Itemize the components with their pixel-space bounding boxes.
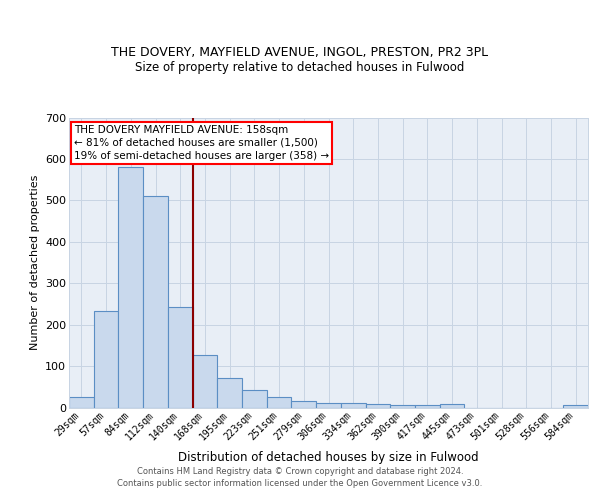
Bar <box>118 167 143 408</box>
Bar <box>143 196 168 408</box>
Bar <box>316 404 341 407</box>
Text: THE DOVERY MAYFIELD AVENUE: 158sqm
← 81% of detached houses are smaller (1,500)
: THE DOVERY MAYFIELD AVENUE: 158sqm ← 81%… <box>74 125 329 161</box>
Text: Size of property relative to detached houses in Fulwood: Size of property relative to detached ho… <box>136 61 464 74</box>
Bar <box>242 390 267 407</box>
Bar <box>267 397 292 407</box>
Bar <box>365 404 390 407</box>
Bar <box>217 378 242 408</box>
Text: THE DOVERY, MAYFIELD AVENUE, INGOL, PRESTON, PR2 3PL: THE DOVERY, MAYFIELD AVENUE, INGOL, PRES… <box>112 46 488 59</box>
Y-axis label: Number of detached properties: Number of detached properties <box>29 175 40 350</box>
X-axis label: Distribution of detached houses by size in Fulwood: Distribution of detached houses by size … <box>178 450 479 464</box>
Bar <box>415 406 440 407</box>
Bar <box>292 401 316 407</box>
Bar <box>341 403 365 407</box>
Bar <box>193 355 217 408</box>
Bar <box>69 397 94 407</box>
Bar <box>390 406 415 407</box>
Bar <box>94 312 118 408</box>
Text: Contains HM Land Registry data © Crown copyright and database right 2024.
Contai: Contains HM Land Registry data © Crown c… <box>118 467 482 488</box>
Bar <box>440 404 464 407</box>
Bar <box>563 406 588 407</box>
Bar <box>168 307 193 408</box>
